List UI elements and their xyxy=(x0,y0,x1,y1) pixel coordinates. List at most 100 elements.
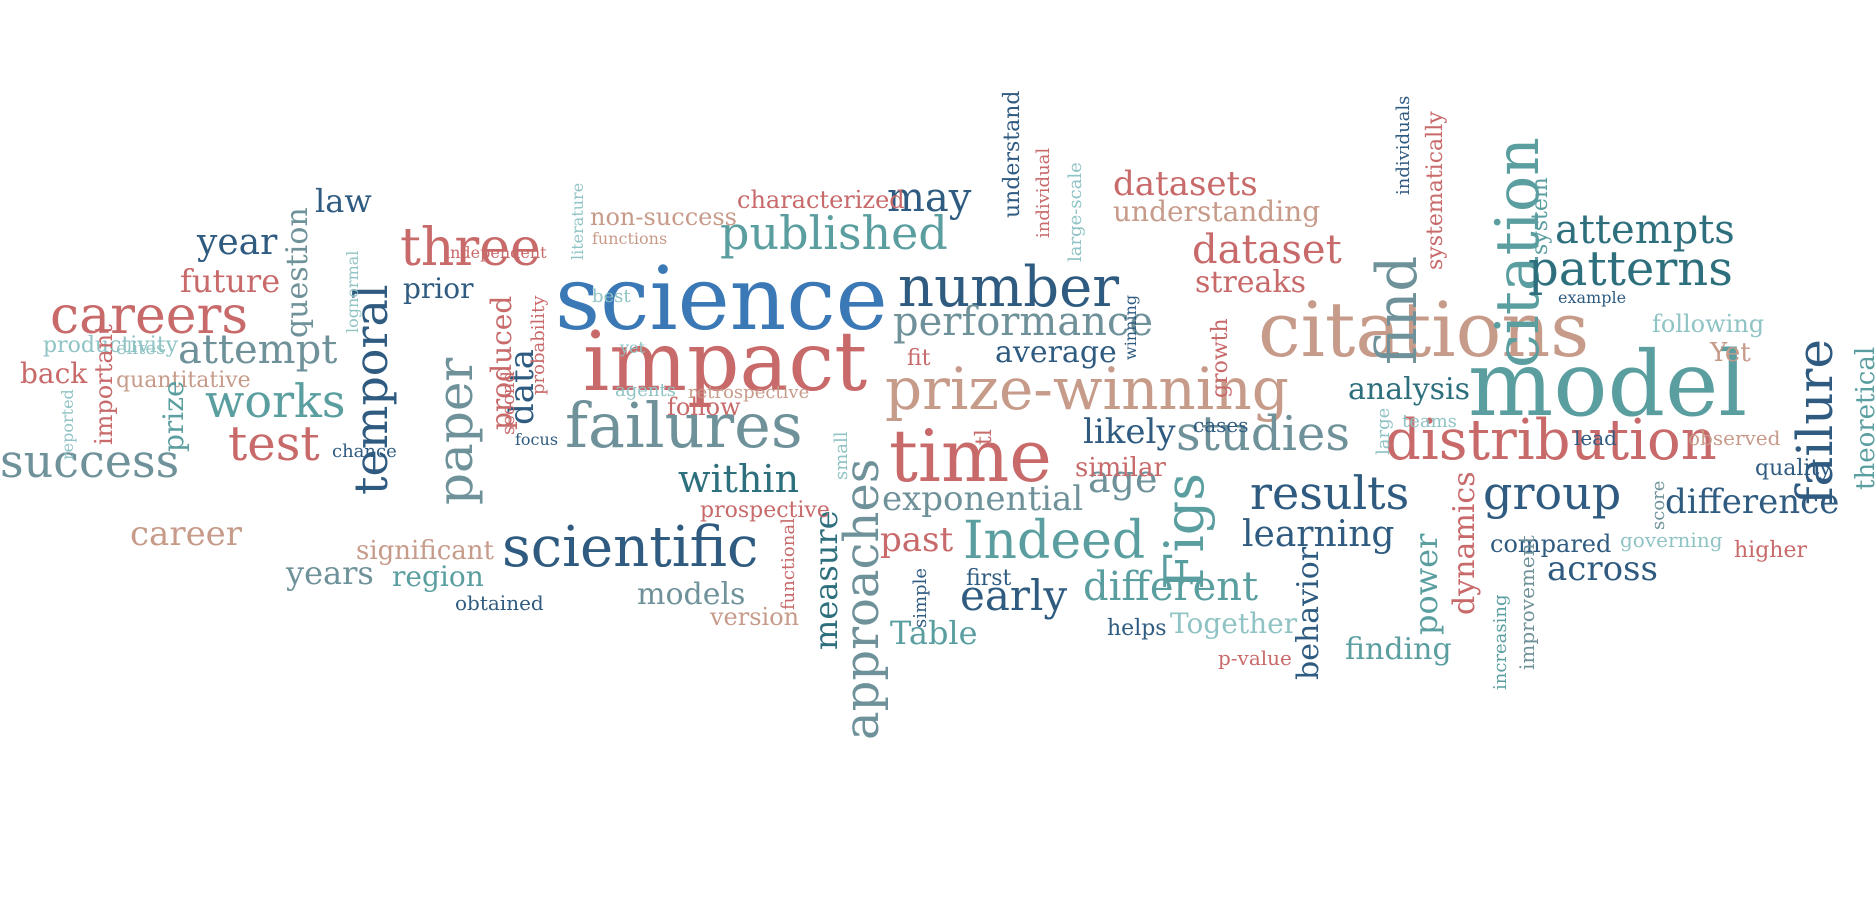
cloud-word-datasets: datasets xyxy=(1113,164,1258,204)
cloud-word-understand: understand xyxy=(1000,90,1025,218)
cloud-word-law: law xyxy=(315,182,372,220)
cloud-word-attempt: attempt xyxy=(178,327,338,373)
cloud-word-time: time xyxy=(889,414,1052,498)
cloud-word-large: large xyxy=(1373,407,1394,455)
cloud-word-prize: prize xyxy=(157,380,190,452)
cloud-word-across: across xyxy=(1547,549,1658,589)
cloud-word-age: age xyxy=(1088,457,1158,501)
cloud-word-different: different xyxy=(1083,564,1259,610)
cloud-word-careers: careers xyxy=(50,286,249,346)
cloud-word-power: power xyxy=(1407,533,1445,635)
cloud-word-early: early xyxy=(960,571,1068,620)
cloud-word-characterized: characterized xyxy=(737,186,905,214)
cloud-word-likely: likely xyxy=(1083,412,1176,452)
cloud-word-winning: winning xyxy=(1121,294,1140,360)
cloud-word-paper: paper xyxy=(426,357,484,505)
cloud-word-yet: yet xyxy=(620,338,645,357)
cloud-word-agents: agents xyxy=(615,380,676,401)
cloud-word-literature: literature xyxy=(568,182,587,260)
cloud-word-individual: individual xyxy=(1033,147,1054,238)
cloud-word-following: following xyxy=(1652,310,1765,338)
cloud-word-simple: simple xyxy=(910,568,931,628)
cloud-word-teams: teams xyxy=(1402,411,1457,432)
cloud-word-science: science xyxy=(555,247,888,350)
cloud-word-significant: significant xyxy=(356,536,494,566)
cloud-word-increasing: increasing xyxy=(1490,594,1511,690)
cloud-word-higher: higher xyxy=(1734,538,1807,563)
cloud-word-similar: similar xyxy=(1075,453,1166,483)
cloud-word-understanding: understanding xyxy=(1113,195,1321,228)
cloud-word-three: three xyxy=(400,218,541,278)
cloud-word-model: model xyxy=(1468,332,1748,437)
cloud-word-failures: failures xyxy=(565,389,803,462)
cloud-word-cases: cases xyxy=(1193,413,1249,437)
cloud-word-compared: compared xyxy=(1490,530,1612,558)
cloud-word-lead: lead xyxy=(1574,426,1617,450)
cloud-word-may: may xyxy=(887,175,972,221)
cloud-word-impact: impact xyxy=(583,315,868,410)
cloud-word-indeed: Indeed xyxy=(963,511,1146,571)
cloud-word-analysis: analysis xyxy=(1348,372,1471,407)
cloud-word-non-success: non-success xyxy=(590,203,737,231)
cloud-word-measure: measure xyxy=(807,510,845,650)
cloud-word-citations: citations xyxy=(1258,285,1590,374)
cloud-word-governing: governing xyxy=(1620,528,1723,552)
cloud-word-future: future xyxy=(180,262,281,300)
cloud-word-models: models xyxy=(637,577,746,612)
cloud-word-reported: reported xyxy=(58,389,77,460)
cloud-word-fit: fit xyxy=(907,346,931,371)
cloud-word-functional: functional xyxy=(778,518,799,610)
cloud-word-behavior: behavior xyxy=(1291,546,1326,680)
cloud-word-dynamics: dynamics xyxy=(1447,471,1482,615)
cloud-word-back: back xyxy=(20,357,88,390)
cloud-word-past: past xyxy=(880,520,954,560)
cloud-word-p-value: p-value xyxy=(1218,646,1292,670)
cloud-word-distribution: distribution xyxy=(1385,408,1717,473)
cloud-word-focus: focus xyxy=(515,430,559,449)
cloud-word-learning: learning xyxy=(1242,514,1395,555)
cloud-word-growth: growth xyxy=(1208,318,1233,398)
cloud-word-streaks: streaks xyxy=(1195,265,1307,300)
cloud-word-elites: elites xyxy=(116,338,166,359)
cloud-word-productivity: productivity xyxy=(43,333,179,358)
cloud-word-works: works xyxy=(205,374,346,428)
cloud-word-independent: independent xyxy=(445,243,547,262)
cloud-word-difference: difference xyxy=(1665,482,1840,522)
cloud-word-finding: finding xyxy=(1345,632,1452,667)
cloud-word-score: score xyxy=(1648,480,1669,530)
cloud-word-prior: prior xyxy=(403,272,474,305)
cloud-word-together: Together xyxy=(1170,607,1298,640)
cloud-word-table: Table xyxy=(890,614,978,652)
cloud-word-first: first xyxy=(966,566,1012,591)
cloud-word-helps: helps xyxy=(1107,616,1167,641)
cloud-word-example: example xyxy=(1558,288,1627,307)
cloud-word-quantitative: quantitative xyxy=(116,368,251,393)
cloud-word-important: important xyxy=(90,324,118,445)
cloud-word-follow: follow xyxy=(667,393,741,421)
cloud-word-best: best xyxy=(592,286,631,307)
cloud-word-region: region xyxy=(392,560,484,593)
cloud-word-small: small xyxy=(831,431,852,480)
cloud-word-dataset: dataset xyxy=(1192,227,1342,273)
cloud-word-within: within xyxy=(678,457,800,501)
cloud-word-tl: tl xyxy=(972,429,997,445)
cloud-word-individuals: individuals xyxy=(1393,95,1414,195)
cloud-word-prospective: prospective xyxy=(700,498,830,523)
cloud-word-lognormal: lognormal xyxy=(343,250,362,333)
cloud-word-question: question xyxy=(280,207,315,338)
cloud-word-published: published xyxy=(720,206,948,260)
cloud-word-probability: probability xyxy=(528,295,549,395)
cloud-word-test: test xyxy=(228,416,320,472)
cloud-word-improvement: improvement xyxy=(1515,535,1539,670)
cloud-word-chance: chance xyxy=(332,441,397,462)
cloud-word-year: year xyxy=(197,222,278,263)
cloud-word-attempts: attempts xyxy=(1555,207,1735,253)
cloud-word-performance: performance xyxy=(893,299,1154,345)
cloud-word-retrospective: retrospective xyxy=(688,382,810,403)
cloud-word-systematically: systematically xyxy=(1423,111,1448,270)
cloud-word-scientific: scientific xyxy=(502,515,759,580)
cloud-word-exponential: exponential xyxy=(882,479,1084,519)
cloud-word-second: second xyxy=(498,371,519,435)
cloud-word-years: years xyxy=(286,554,374,592)
